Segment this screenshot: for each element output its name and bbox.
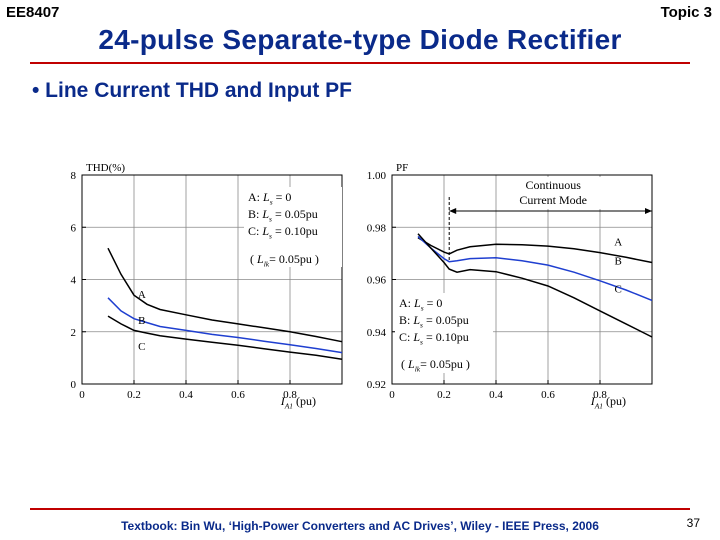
page-number: 37 (686, 516, 700, 530)
series-line-A (417, 237, 653, 264)
series-label-A: A (614, 237, 622, 249)
y-axis-label: THD(%) (86, 162, 125, 174)
y-tick-label: 2 (71, 327, 77, 339)
series-line-B (107, 297, 343, 354)
legend-background (244, 187, 342, 267)
y-tick-label: 0.94 (367, 327, 387, 339)
chart-2: 0 0.2 0.4 0.6 0.8 0.92 0.94 0.96 0.98 1.00 PF IA1 (… (367, 162, 653, 410)
annotation-arrowhead-right (645, 208, 652, 214)
series-line-B (417, 235, 653, 302)
y-tick-label: 0.98 (367, 222, 387, 234)
y-tick-label: 0 (71, 379, 77, 391)
x-tick-label: 0.4 (179, 389, 193, 401)
x-tick-label: 0.2 (437, 389, 451, 401)
x-tick-label: 0.2 (127, 389, 141, 401)
chart-1: 0 0.2 0.4 0.6 0.8 0 2 4 6 8 THD(%) IA1 (pu) A B C A: Ls… (71, 162, 343, 410)
slide-title: 24-pulse Separate-type Diode Rectifier (98, 24, 622, 55)
y-tick-label: 4 (71, 275, 77, 287)
legend-entry-B: B: Ls = 0.05pu (248, 207, 318, 223)
legend-note: ( Llk= 0.05pu ) (250, 252, 319, 268)
legend-entry-B: B: Ls = 0.05pu (399, 313, 469, 329)
annotation-arrowhead-left (449, 208, 457, 214)
y-tick-label: 8 (71, 170, 77, 182)
x-axis-label: IA1 (pu) (280, 394, 316, 410)
legend-background (395, 293, 493, 373)
x-axis-label: IA1 (pu) (590, 394, 626, 410)
y-tick-label: 6 (71, 222, 77, 234)
series-line-C (107, 315, 343, 360)
course-code: EE8407 (6, 4, 60, 21)
title-divider (30, 62, 690, 64)
series-label-B: B (615, 256, 622, 268)
footer-citation: Textbook: Bin Wu, ‘High-Power Converters… (121, 519, 599, 533)
y-tick-label: 1.00 (367, 170, 387, 182)
series-label-B: B (138, 315, 145, 327)
series-label-C: C (138, 341, 145, 353)
x-tick-label: 0.8 (283, 389, 297, 401)
x-tick-label: 0 (389, 389, 395, 401)
x-tick-label: 0.8 (593, 389, 607, 401)
y-tick-label: 0.92 (367, 379, 386, 391)
series-line-A (107, 247, 343, 343)
topic-label: Topic 3 (660, 4, 712, 21)
x-tick-label: 0 (79, 389, 85, 401)
series-label-A: A (138, 289, 146, 301)
x-tick-label: 0.4 (489, 389, 503, 401)
series-line-C (417, 233, 653, 338)
legend-entry-A: A: Ls = 0 (399, 296, 442, 312)
legend-note: ( Llk= 0.05pu ) (401, 357, 470, 373)
annotation-line-1: Continuous (526, 178, 582, 192)
series-label-C: C (615, 284, 622, 296)
legend-entry-C: C: Ls = 0.10pu (399, 330, 469, 346)
y-tick-label: 0.96 (367, 275, 387, 287)
x-tick-label: 0.6 (541, 389, 555, 401)
annotation-background (501, 177, 606, 209)
x-tick-label: 0.6 (231, 389, 245, 401)
legend-entry-C: C: Ls = 0.10pu (248, 224, 318, 240)
y-axis-label: PF (396, 162, 408, 174)
footer-divider (30, 508, 690, 510)
bullet-point: • Line Current THD and Input PF (32, 79, 353, 102)
legend-entry-A: A: Ls = 0 (248, 190, 291, 206)
annotation-line-2: Current Mode (519, 193, 587, 207)
